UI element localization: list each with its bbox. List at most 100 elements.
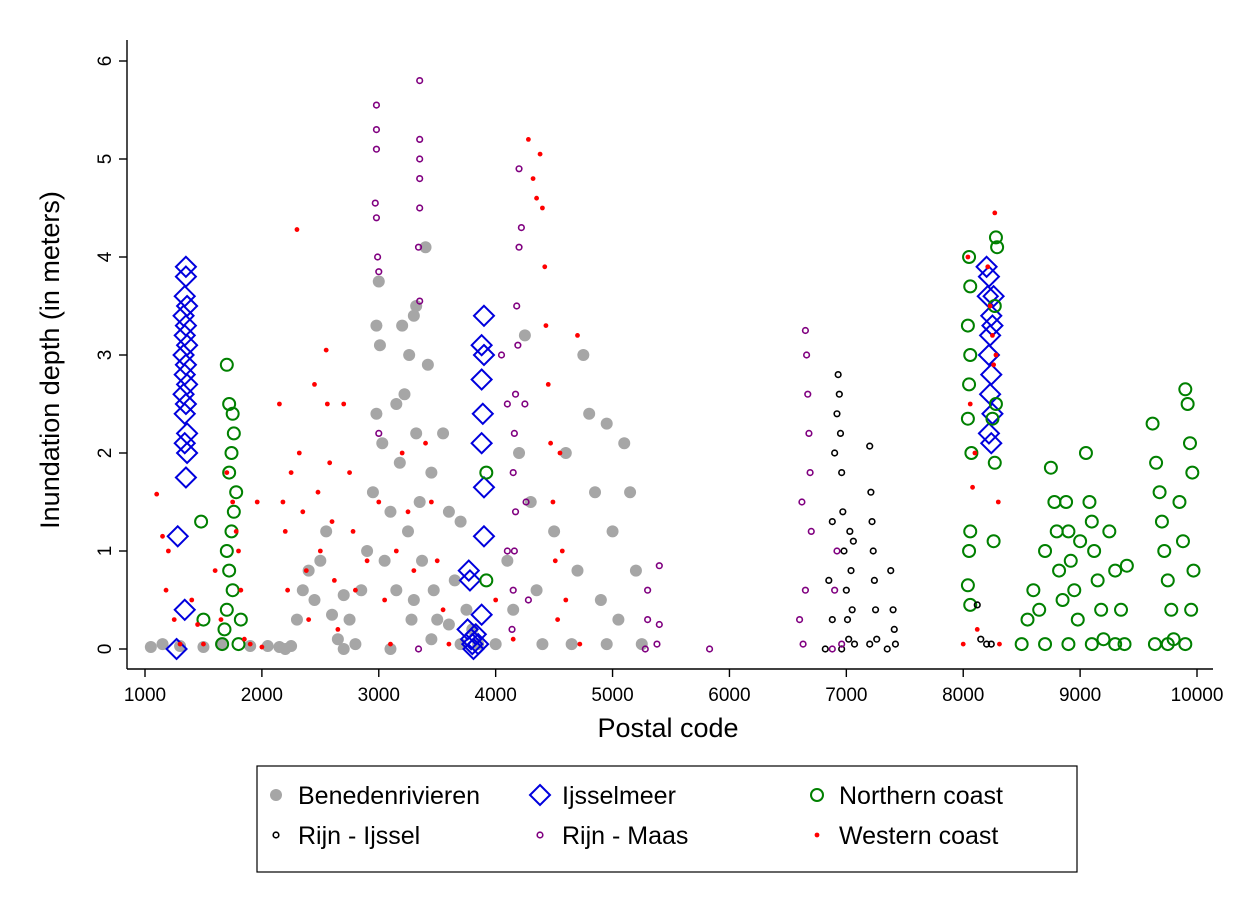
data-point bbox=[410, 427, 423, 440]
data-point bbox=[375, 429, 383, 438]
data-point bbox=[416, 135, 424, 143]
x-tick-label: 3000 bbox=[358, 685, 400, 706]
data-point bbox=[868, 517, 876, 526]
data-point bbox=[174, 392, 198, 416]
data-point bbox=[171, 617, 177, 622]
data-point bbox=[629, 564, 642, 577]
data-point bbox=[454, 515, 467, 528]
data-point bbox=[974, 627, 980, 632]
data-point bbox=[1154, 514, 1169, 529]
data-point bbox=[173, 402, 197, 426]
data-point bbox=[565, 638, 578, 651]
data-point bbox=[1014, 637, 1029, 652]
data-point bbox=[437, 427, 450, 440]
data-point bbox=[831, 586, 839, 594]
data-point bbox=[393, 548, 399, 554]
data-point bbox=[976, 284, 1000, 308]
data-point bbox=[231, 637, 246, 652]
data-point bbox=[521, 400, 529, 408]
data-point bbox=[374, 253, 382, 261]
data-point bbox=[472, 304, 496, 328]
data-point bbox=[337, 643, 350, 655]
data-point bbox=[1063, 553, 1078, 568]
x-tick-label: 4000 bbox=[475, 685, 517, 706]
data-point bbox=[1157, 544, 1172, 558]
data-point bbox=[497, 351, 506, 359]
data-point bbox=[219, 357, 234, 372]
data-point bbox=[801, 586, 810, 594]
data-point bbox=[405, 509, 411, 515]
data-point bbox=[428, 499, 434, 505]
data-point bbox=[963, 279, 978, 294]
data-point bbox=[887, 566, 895, 575]
data-point bbox=[802, 351, 811, 359]
data-point bbox=[327, 460, 333, 466]
data-point bbox=[804, 390, 812, 398]
data-point bbox=[972, 450, 978, 456]
data-point bbox=[534, 195, 539, 201]
data-point bbox=[442, 618, 455, 631]
data-point bbox=[254, 499, 260, 505]
data-point bbox=[600, 417, 613, 430]
x-ticks: 1000 2000 3000 4000 5000 6000 7000 8000 9000 1000… bbox=[124, 669, 1223, 706]
data-point bbox=[1186, 563, 1201, 578]
data-point bbox=[1108, 563, 1123, 578]
data-point bbox=[559, 447, 572, 459]
data-point bbox=[470, 368, 494, 391]
data-point bbox=[977, 635, 985, 643]
data-point bbox=[836, 429, 845, 438]
data-point bbox=[522, 498, 530, 506]
data-point bbox=[644, 586, 652, 594]
data-point bbox=[831, 449, 839, 457]
data-point bbox=[548, 525, 561, 538]
data-point bbox=[165, 548, 171, 554]
data-point bbox=[460, 603, 473, 616]
data-point bbox=[466, 632, 490, 656]
data-point bbox=[1149, 455, 1164, 470]
data-point bbox=[416, 554, 429, 567]
data-point bbox=[326, 608, 339, 621]
data-point bbox=[1043, 460, 1058, 475]
data-point bbox=[410, 300, 423, 312]
data-point bbox=[1090, 573, 1105, 588]
data-point bbox=[993, 352, 999, 358]
data-point bbox=[144, 641, 157, 654]
data-point bbox=[1082, 495, 1097, 509]
data-point bbox=[413, 496, 426, 508]
data-point bbox=[540, 205, 545, 211]
data-point bbox=[241, 636, 247, 642]
data-point bbox=[371, 199, 379, 207]
data-point bbox=[867, 488, 875, 496]
data-point bbox=[849, 537, 857, 545]
data-point bbox=[801, 326, 810, 335]
data-point bbox=[1049, 524, 1064, 539]
data-point bbox=[479, 465, 494, 480]
data-point bbox=[979, 363, 1003, 387]
data-point bbox=[163, 587, 169, 593]
data-point bbox=[201, 641, 206, 647]
data-point bbox=[324, 401, 330, 407]
series-rijn-maas bbox=[371, 76, 846, 653]
data-point bbox=[431, 613, 444, 626]
data-point bbox=[219, 544, 234, 558]
data-point bbox=[1096, 632, 1111, 647]
data-point bbox=[606, 525, 619, 538]
data-point bbox=[557, 450, 563, 456]
data-point bbox=[1182, 436, 1197, 451]
data-point bbox=[1119, 558, 1134, 573]
data-point bbox=[987, 455, 1002, 470]
data-point bbox=[555, 617, 561, 622]
data-point bbox=[883, 645, 891, 653]
data-point bbox=[384, 643, 397, 655]
data-point bbox=[343, 613, 356, 626]
data-point bbox=[559, 548, 565, 554]
data-point bbox=[175, 421, 199, 445]
legend-label: Benedenrivieren bbox=[298, 782, 480, 810]
data-point bbox=[1102, 524, 1117, 539]
data-point bbox=[962, 377, 977, 392]
data-point bbox=[618, 437, 631, 450]
y-tick-label: 5 bbox=[95, 154, 116, 165]
data-point bbox=[464, 622, 488, 646]
data-point bbox=[218, 617, 224, 622]
data-point bbox=[977, 343, 1001, 367]
